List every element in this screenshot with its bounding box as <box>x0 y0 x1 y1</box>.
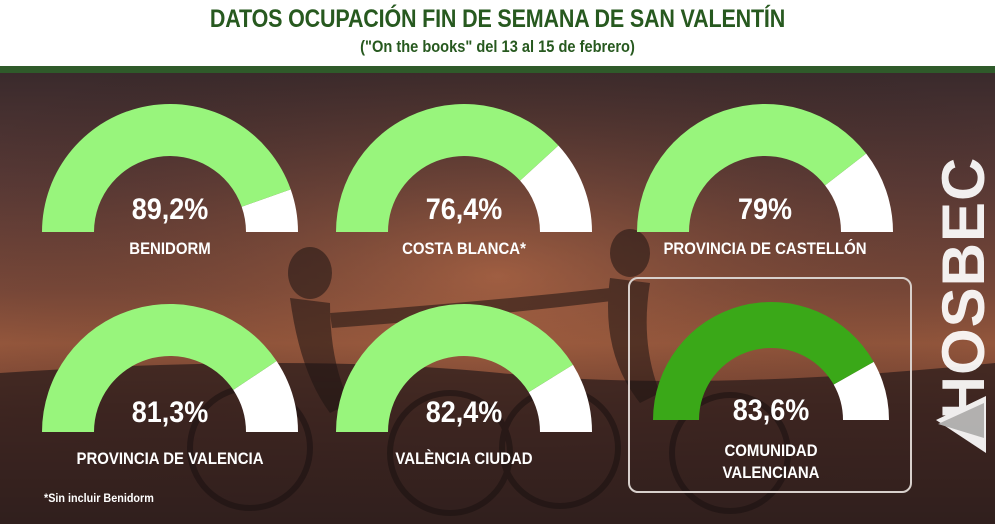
gauge-value: 79% <box>737 193 793 226</box>
gauge-fill <box>42 104 291 232</box>
gauge-label: COSTA BLANCA* <box>402 239 526 258</box>
gauge-remainder <box>520 145 592 232</box>
gauge-label: PROVINCIA DE VALENCIA <box>76 449 264 468</box>
page-title: DATOS OCUPACIÓN FIN DE SEMANA DE SAN VAL… <box>209 5 786 33</box>
gauge-fill <box>336 103 559 232</box>
gauge-label: PROVINCIA DE CASTELLÓN <box>663 239 867 258</box>
gauge-fill <box>336 303 573 432</box>
gauge-remainder <box>241 189 298 232</box>
footnote: *Sin incluir Benidorm <box>44 491 154 505</box>
gauge-fill <box>653 302 874 420</box>
gauge-label-line: VALENCIANA <box>722 463 820 482</box>
gauge-remainder <box>833 361 889 420</box>
gauge-label: BENIDORM <box>129 239 211 258</box>
gauge-remainder <box>825 153 893 232</box>
hosbec-logo-icon: HOSBEC <box>928 108 995 478</box>
gauge-value: 83,6% <box>732 394 810 427</box>
gauge-label: COMUNIDAD VALENCIANA <box>639 440 903 484</box>
gauge-value: 82,4% <box>425 396 503 429</box>
svg-text:HOSBEC: HOSBEC <box>930 157 994 420</box>
gauge-value: 76,4% <box>425 193 503 226</box>
gauge-label-line: COMUNIDAD <box>724 441 818 460</box>
gauge-remainder <box>233 361 298 432</box>
gauge-fill <box>637 104 867 232</box>
gauge-value: 81,3% <box>131 396 209 429</box>
page-subtitle: ("On the books" del 13 al 15 de febrero) <box>360 37 635 56</box>
gauge-value: 89,2% <box>131 193 209 226</box>
gauge-label: VALÈNCIA CIUDAD <box>395 449 533 468</box>
header: DATOS OCUPACIÓN FIN DE SEMANA DE SAN VAL… <box>0 0 995 68</box>
gauge-fill <box>42 304 277 432</box>
highlight-box <box>628 277 912 493</box>
header-band <box>0 66 995 73</box>
gauge-remainder <box>528 364 592 432</box>
